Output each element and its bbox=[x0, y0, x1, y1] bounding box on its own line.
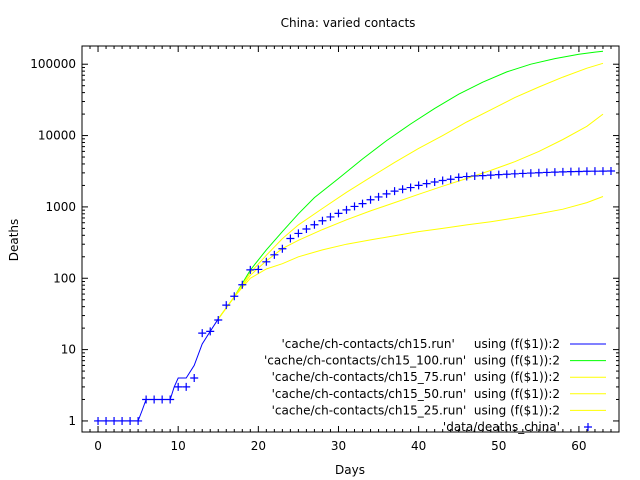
data-point-marker bbox=[174, 382, 183, 391]
data-point-marker bbox=[526, 169, 535, 178]
data-point-marker bbox=[462, 172, 471, 181]
data-point-marker bbox=[374, 192, 383, 201]
data-point-marker bbox=[102, 416, 111, 425]
data-point-marker bbox=[534, 168, 543, 177]
y-tick-label: 100 bbox=[53, 271, 76, 285]
legend-label: 'cache/ch-contacts/ch15_50.run' using (f… bbox=[272, 387, 560, 401]
x-tick-label: 20 bbox=[251, 439, 266, 453]
y-axis-label: Deaths bbox=[7, 219, 21, 262]
legend-swatch-marker bbox=[584, 423, 592, 431]
x-tick-label: 40 bbox=[411, 439, 426, 453]
data-point-marker bbox=[158, 395, 167, 404]
data-point-marker bbox=[262, 257, 271, 266]
data-point-marker bbox=[150, 395, 159, 404]
y-tick-label: 100000 bbox=[30, 57, 76, 71]
data-point-marker bbox=[422, 179, 431, 188]
x-tick-label: 0 bbox=[94, 439, 102, 453]
data-point-marker bbox=[182, 382, 191, 391]
data-point-marker bbox=[470, 171, 479, 180]
data-point-marker bbox=[598, 167, 607, 176]
data-point-marker bbox=[358, 199, 367, 208]
series-line-3 bbox=[217, 62, 604, 320]
data-point-marker bbox=[166, 395, 175, 404]
data-point-marker bbox=[366, 195, 375, 204]
x-tick-label: 10 bbox=[171, 439, 186, 453]
data-point-marker bbox=[126, 416, 135, 425]
data-point-marker bbox=[110, 416, 119, 425]
data-point-marker bbox=[302, 225, 311, 234]
data-point-marker bbox=[254, 265, 263, 274]
data-point-marker bbox=[438, 176, 447, 185]
legend-label: 'cache/ch-contacts/ch15_25.run' using (f… bbox=[272, 403, 560, 417]
data-point-marker bbox=[206, 327, 215, 336]
data-point-marker bbox=[590, 167, 599, 176]
legend-label: 'cache/ch-contacts/ch15.run' using (f($1… bbox=[281, 337, 560, 351]
series-line-1 bbox=[95, 318, 219, 422]
series-line-4 bbox=[217, 113, 604, 320]
data-point-marker bbox=[558, 167, 567, 176]
data-point-marker bbox=[382, 189, 391, 198]
data-point-marker bbox=[278, 244, 287, 253]
data-point-marker bbox=[494, 170, 503, 179]
data-point-marker bbox=[574, 167, 583, 176]
series-line-2 bbox=[217, 50, 604, 320]
data-point-marker bbox=[454, 173, 463, 182]
y-axis: 1 10 100 1000 10000 100000 bbox=[30, 57, 619, 428]
y-tick-label: 10000 bbox=[38, 129, 76, 143]
data-point-marker bbox=[318, 216, 327, 225]
data-point-marker bbox=[326, 212, 335, 221]
data-point-marker bbox=[398, 185, 407, 194]
data-point-marker bbox=[310, 220, 319, 229]
data-point-marker bbox=[486, 171, 495, 180]
data-point-marker bbox=[414, 181, 423, 190]
data-point-marker bbox=[510, 169, 519, 178]
y-tick-label: 1000 bbox=[45, 200, 76, 214]
plot-frame bbox=[81, 45, 620, 433]
data-point-marker bbox=[582, 167, 591, 176]
series-line-5 bbox=[217, 196, 604, 320]
x-tick-label: 60 bbox=[571, 439, 586, 453]
data-point-marker bbox=[198, 329, 207, 338]
data-point-marker bbox=[606, 166, 615, 175]
data-point-marker bbox=[286, 234, 295, 243]
data-point-marker bbox=[238, 280, 247, 289]
data-point-marker bbox=[390, 187, 399, 196]
x-tick-label: 30 bbox=[331, 439, 346, 453]
legend-label: 'data/deaths_china' bbox=[443, 420, 560, 434]
data-point-marker bbox=[142, 395, 151, 404]
legend: 'cache/ch-contacts/ch15.run' using (f($1… bbox=[264, 337, 606, 434]
data-point-marker bbox=[118, 416, 127, 425]
data-point-marker bbox=[518, 169, 527, 178]
data-point-marker bbox=[430, 177, 439, 186]
data-point-marker bbox=[502, 170, 511, 179]
legend-label: 'cache/ch-contacts/ch15_75.run' using (f… bbox=[272, 370, 560, 384]
data-point-marker bbox=[542, 168, 551, 177]
legend-label: 'cache/ch-contacts/ch15_100.run' using (… bbox=[264, 354, 560, 368]
data-point-marker bbox=[406, 183, 415, 192]
data-point-marker bbox=[566, 167, 575, 176]
data-point-marker bbox=[214, 315, 223, 324]
y-tick-label: 10 bbox=[61, 343, 76, 357]
data-point-marker bbox=[350, 202, 359, 211]
data-point-marker bbox=[190, 373, 199, 382]
data-point-marker bbox=[478, 171, 487, 180]
y-tick-label: 1 bbox=[68, 414, 76, 428]
data-point-marker bbox=[222, 301, 231, 310]
data-point-marker bbox=[230, 292, 239, 301]
x-axis-label: Days bbox=[335, 463, 365, 477]
data-point-marker bbox=[270, 250, 279, 259]
series-layer bbox=[94, 50, 615, 425]
data-point-marker bbox=[342, 205, 351, 214]
data-point-marker bbox=[134, 416, 143, 425]
data-point-marker bbox=[246, 265, 255, 274]
data-point-marker bbox=[294, 229, 303, 238]
x-tick-label: 50 bbox=[491, 439, 506, 453]
chart-title: China: varied contacts bbox=[281, 16, 416, 30]
data-point-marker bbox=[446, 175, 455, 184]
x-axis: 0 10 20 30 40 50 60 bbox=[81, 46, 620, 453]
data-point-marker bbox=[94, 416, 103, 425]
data-point-marker bbox=[334, 209, 343, 218]
data-point-marker bbox=[550, 168, 559, 177]
